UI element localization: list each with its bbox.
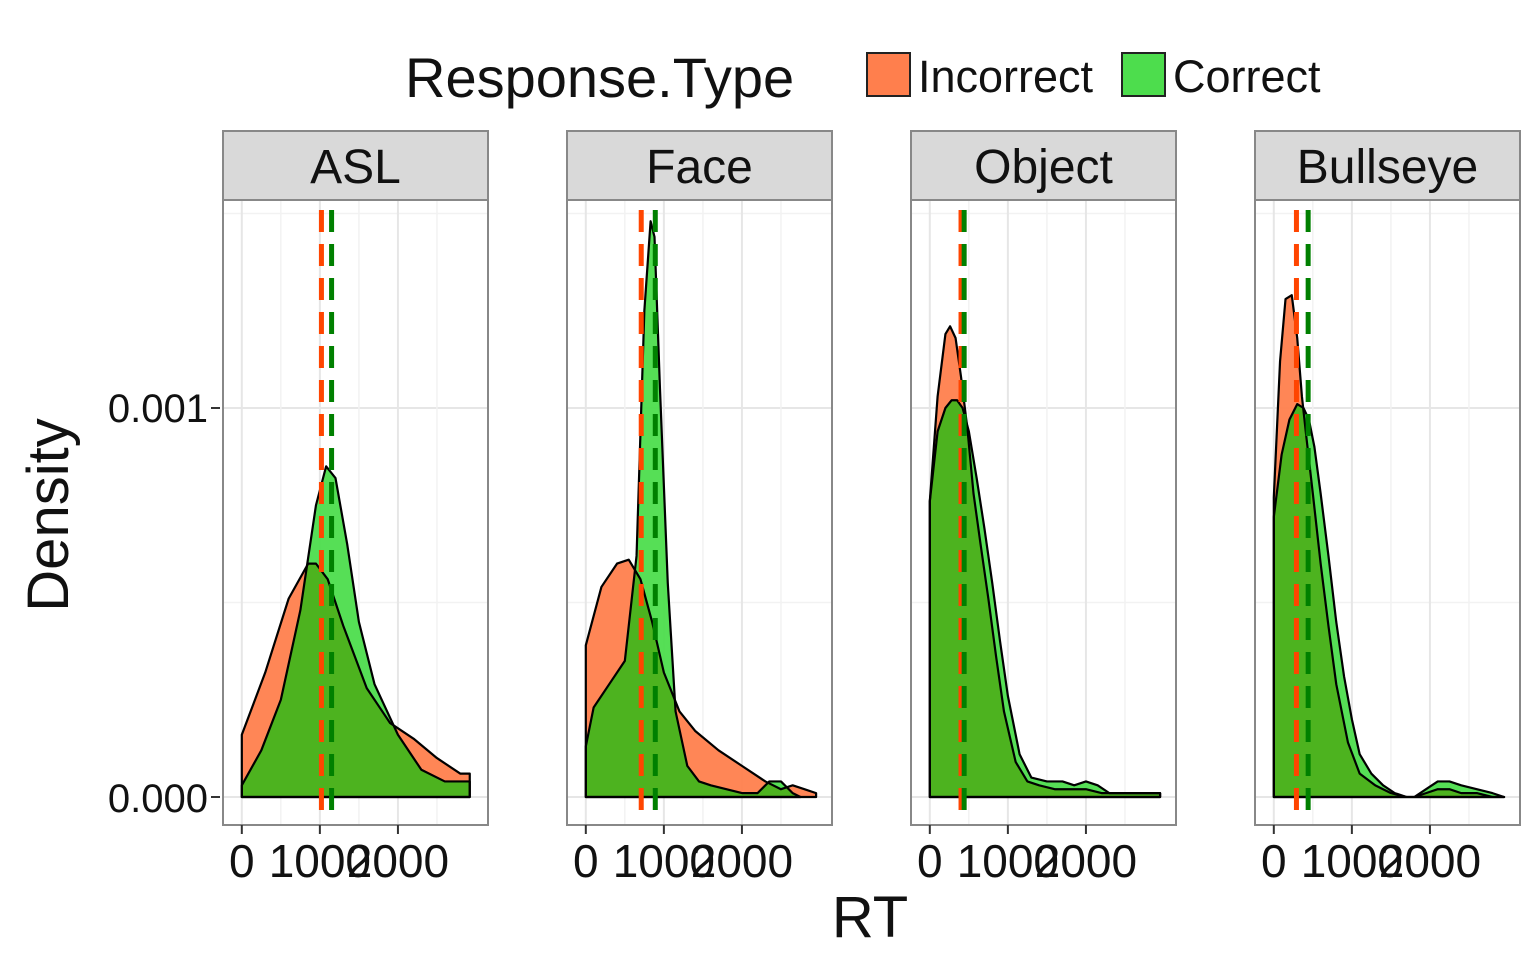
density-overlap-object	[929, 400, 1161, 797]
facet-strip-face	[566, 130, 833, 201]
x-tick-label: 1000	[269, 835, 371, 887]
x-tick-label: 0	[1261, 835, 1287, 887]
y-tick-label-0-000: 0.000	[108, 777, 208, 821]
density-outline-correct	[928, 399, 1162, 799]
y-tick-label-0-001: 0.001	[108, 387, 208, 431]
x-tick-label: 2000	[347, 835, 449, 887]
density-outline-incorrect	[240, 562, 471, 799]
x-tick-label: 2000	[691, 835, 793, 887]
facet-strip-label-bullseye: Bullseye	[1297, 141, 1478, 194]
density-outline-correct	[1272, 403, 1506, 799]
facet-strip-label-asl: ASL	[310, 141, 401, 194]
density-overlap-bullseye	[1273, 404, 1505, 797]
x-tick-label: 2000	[1035, 835, 1137, 887]
x-tick-label: 0	[573, 835, 599, 887]
x-tick-label: 2000	[1379, 835, 1481, 887]
y-axis: 0.001 0.000 Density	[16, 387, 220, 821]
y-axis-title: Density	[16, 418, 81, 611]
x-tick-label: 0	[229, 835, 255, 887]
facet-strip-object	[910, 130, 1177, 201]
facet-strip-label-object: Object	[974, 141, 1113, 194]
legend-title: Response.Type	[405, 46, 794, 109]
facet-strip-bullseye	[1254, 130, 1521, 201]
facet-strip-asl	[222, 130, 489, 201]
x-tick-label: 1000	[957, 835, 1059, 887]
x-tick-label: 1000	[613, 835, 715, 887]
x-axis-title: RT	[832, 885, 908, 950]
legend-label-correct: Correct	[1173, 51, 1321, 102]
density-outline-incorrect	[584, 558, 818, 799]
legend: Response.Type Incorrect Correct	[405, 46, 1321, 109]
x-tick-label: 0	[917, 835, 943, 887]
density-outline-correct	[240, 465, 471, 799]
legend-key-correct	[1121, 52, 1166, 97]
density-outline-incorrect	[1272, 294, 1506, 799]
legend-key-incorrect	[866, 52, 911, 97]
x-tick-label: 1000	[1301, 835, 1403, 887]
facet-strip-label-face: Face	[646, 141, 753, 194]
legend-label-incorrect: Incorrect	[918, 51, 1094, 102]
density-outline-correct	[584, 220, 802, 799]
